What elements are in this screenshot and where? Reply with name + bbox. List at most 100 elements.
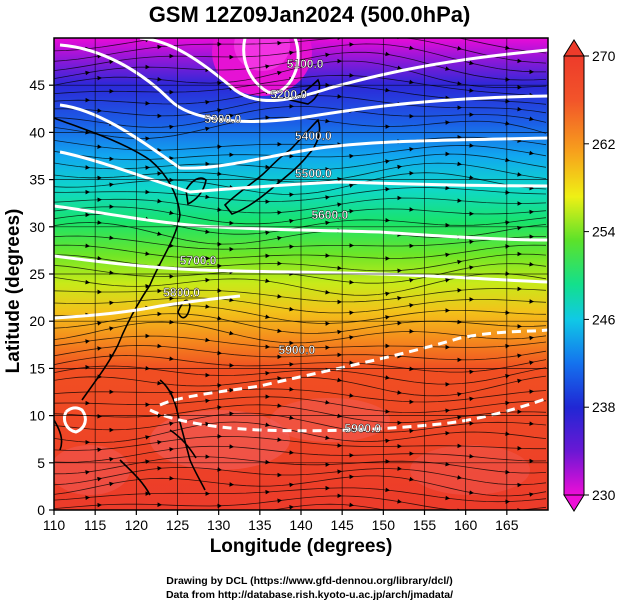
wind-arrowhead (325, 195, 330, 200)
wind-arrowhead (97, 108, 102, 113)
warm-patch (54, 445, 130, 495)
wind-arrowhead (457, 288, 462, 293)
wind-arrowhead (265, 164, 270, 170)
wind-arrowhead (277, 354, 282, 360)
wind-arrowhead (169, 274, 174, 279)
colorbar-bottom-triangle (563, 494, 585, 512)
wind-arrowhead (145, 101, 150, 106)
wind-arrowhead (109, 353, 114, 359)
wind-arrowhead (445, 430, 450, 436)
wind-arrowhead (145, 64, 150, 70)
wind-arrowhead (205, 337, 210, 343)
wind-arrowhead (505, 121, 510, 126)
wind-arrowhead (349, 73, 354, 78)
wind-arrowhead (409, 278, 414, 283)
wind-arrowhead (289, 104, 294, 109)
wind-arrowhead (397, 195, 402, 201)
contour-label: 5900.0 (279, 343, 316, 357)
wind-arrowhead (277, 40, 282, 46)
wind-arrowhead (145, 165, 150, 170)
wind-arrowhead (517, 172, 522, 177)
wind-arrowhead (97, 321, 102, 326)
wind-arrowhead (385, 438, 390, 444)
wind-arrowhead (457, 443, 462, 449)
wind-arrows (85, 38, 534, 510)
wind-arrowhead (409, 476, 414, 482)
wind-arrowhead (349, 502, 354, 508)
wind-arrowhead (409, 207, 414, 212)
wind-arrowhead (529, 299, 534, 304)
wind-arrowhead (265, 253, 270, 259)
wind-arrowhead (325, 400, 330, 405)
contour-label: 5300.0 (204, 112, 241, 126)
wind-arrowhead (529, 335, 534, 341)
wind-arrowhead (229, 330, 234, 336)
colorbar-tick-label: 246 (592, 311, 616, 327)
y-tick-label: 10 (29, 408, 45, 424)
x-tick-label: 165 (495, 517, 519, 533)
wind-arrowhead (397, 499, 402, 504)
wind-arrowhead (169, 156, 174, 161)
wind-arrowhead (337, 329, 342, 335)
wind-arrowhead (409, 243, 414, 249)
wind-arrowhead (445, 408, 450, 413)
wind-arrowhead (397, 390, 402, 395)
wind-arrowhead (169, 89, 174, 95)
wind-arrowhead (337, 352, 342, 358)
wind-arrowhead (205, 256, 210, 261)
wind-arrowhead (325, 462, 330, 467)
wind-arrowhead (265, 394, 270, 399)
wind-arrowhead (229, 113, 234, 119)
y-tick-label: 5 (37, 455, 45, 471)
wind-arrowhead (337, 377, 342, 383)
wind-arrowhead (97, 476, 102, 482)
wind-arrowhead (109, 156, 114, 162)
wind-arrowhead (157, 77, 162, 82)
wind-arrowhead (229, 297, 234, 303)
wind-arrowhead (385, 487, 390, 493)
wind-arrowhead (469, 454, 474, 459)
wind-arrowhead (109, 481, 114, 487)
wind-arrowhead (337, 443, 342, 448)
wind-arrowhead (469, 421, 474, 426)
wind-arrowhead (325, 253, 330, 258)
wind-arrowhead (109, 182, 114, 188)
y-tick-label: 20 (29, 313, 45, 329)
wind-arrowhead (169, 124, 174, 130)
wind-arrowhead (397, 296, 402, 301)
y-axis-ticks: 0 5 10 15 20 25 30 35 40 45 (29, 77, 54, 518)
wind-arrowhead (349, 453, 354, 458)
wind-arrowhead (277, 294, 282, 299)
wind-arrowhead (457, 259, 462, 265)
wind-arrowhead (205, 491, 210, 496)
contour-label: 5600.0 (311, 208, 348, 222)
wind-arrowhead (229, 220, 234, 226)
wind-arrowhead (469, 60, 474, 66)
wind-arrowhead (325, 345, 330, 350)
wind-arrowhead (469, 112, 474, 117)
colorbar-tick-label: 254 (592, 224, 616, 240)
cold-core-center (234, 38, 290, 71)
wind-arrowhead (205, 398, 210, 404)
wind-arrowhead (277, 236, 282, 241)
wind-arrowhead (265, 115, 270, 120)
coastlines (54, 78, 321, 496)
credit-data-source: Data from http://database.rish.kyoto-u.a… (165, 589, 454, 601)
wind-arrowhead (517, 482, 522, 488)
wind-arrowhead (457, 105, 462, 110)
wind-arrowhead (145, 189, 150, 195)
wind-arrowhead (445, 278, 450, 283)
wind-arrowhead (169, 476, 174, 481)
wind-arrowhead (337, 469, 342, 474)
wind-arrowhead (445, 151, 450, 157)
x-tick-label: 155 (413, 517, 437, 533)
wind-arrowhead (529, 458, 534, 464)
chart-title: GSM 12Z09Jan2024 (500.0hPa) (148, 2, 471, 27)
wind-arrowhead (97, 197, 102, 202)
colorbar-tick-label: 238 (592, 399, 616, 415)
wind-arrowhead (517, 324, 522, 329)
wind-arrowhead (469, 175, 474, 180)
wind-arrowhead (277, 403, 282, 408)
wind-arrowhead (409, 366, 414, 372)
wind-arrowhead (505, 431, 510, 436)
